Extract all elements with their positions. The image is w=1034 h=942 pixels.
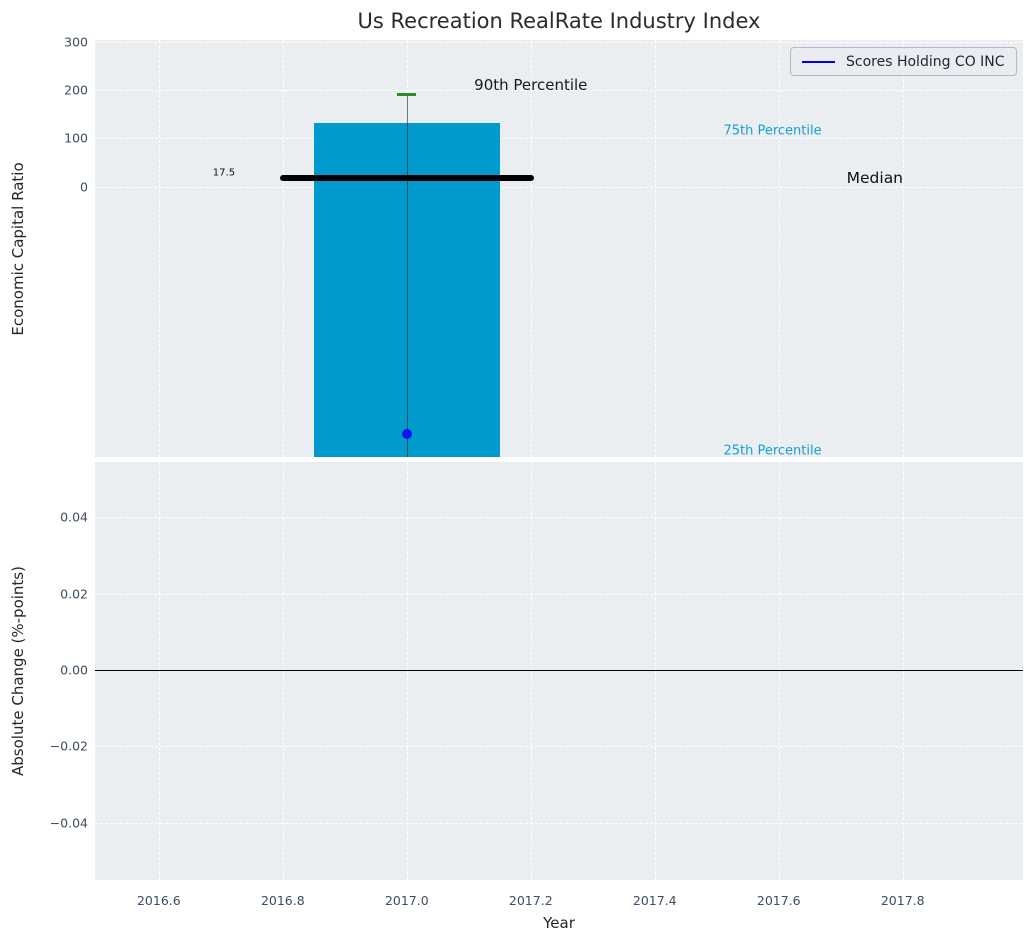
- y-tick-label: 0: [80, 179, 88, 195]
- gridline-h: [95, 593, 1023, 595]
- x-axis-label: Year: [543, 914, 575, 932]
- annotation-median-label: Median: [846, 169, 904, 188]
- gridline-v: [282, 40, 284, 457]
- zero-line: [95, 670, 1023, 672]
- gridline-v: [158, 40, 160, 457]
- p90-cap: [397, 93, 417, 97]
- legend: Scores Holding CO INC: [790, 47, 1017, 76]
- y-tick-label: 100: [64, 130, 88, 146]
- gridline-h: [95, 746, 1023, 748]
- gridline-h: [95, 90, 1023, 92]
- x-tick-label: 2017.2: [508, 893, 553, 908]
- median-line: [279, 175, 534, 182]
- top-axes: Scores Holding CO INC 90th Percentile 75t…: [95, 40, 1023, 459]
- gridline-h: [95, 41, 1023, 43]
- gridline-h: [95, 822, 1023, 824]
- gridline-h: [95, 186, 1023, 188]
- x-tick-label: 2017.6: [756, 893, 801, 908]
- y-tick-label: −0.04: [49, 815, 88, 831]
- gridline-v: [778, 40, 780, 457]
- whisker-line: [406, 94, 408, 457]
- bottom-axes: [95, 462, 1023, 880]
- y-tick-label: 0.04: [60, 509, 88, 525]
- annotation-p25-label: 25th Percentile: [723, 443, 822, 459]
- annotation-p75-label: 75th Percentile: [723, 123, 822, 139]
- gridline-h: [95, 138, 1023, 140]
- gridline-v: [530, 40, 532, 457]
- y-tick-label: −0.02: [49, 738, 88, 754]
- gridline-v: [902, 40, 904, 457]
- legend-line-swatch: [802, 60, 835, 63]
- y-tick-label: 200: [64, 82, 88, 98]
- x-tick-label: 2017.0: [384, 893, 429, 908]
- gridline-h: [95, 517, 1023, 519]
- x-tick-label: 2016.8: [260, 893, 305, 908]
- annotation-p90-label: 90th Percentile: [474, 76, 588, 95]
- annotation-median-value: 17.5: [212, 167, 236, 179]
- gridline-v: [654, 40, 656, 457]
- y-tick-label: 0.00: [60, 662, 88, 678]
- y-tick-label: 300: [64, 34, 88, 50]
- x-tick-label: 2017.8: [880, 893, 925, 908]
- x-tick-label: 2016.6: [136, 893, 181, 908]
- legend-label: Scores Holding CO INC: [846, 53, 1005, 70]
- y-tick-label: 0.02: [60, 586, 88, 602]
- x-tick-label: 2017.4: [632, 893, 677, 908]
- chart-title: Us Recreation RealRate Industry Index: [357, 9, 761, 33]
- company-marker-dot: [401, 428, 412, 439]
